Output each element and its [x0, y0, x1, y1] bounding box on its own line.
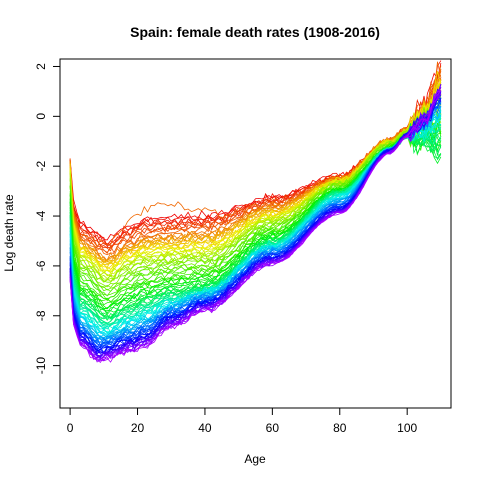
series-line-1910 [69, 69, 442, 248]
series-lines [69, 60, 442, 363]
x-axis: 0 20 40 60 80 100 [67, 407, 418, 435]
series-line-1947 [69, 113, 442, 296]
series-line-1940 [69, 96, 442, 283]
y-tick-label: -8 [34, 310, 48, 321]
x-axis-label: Age [244, 452, 266, 466]
series-line-2001 [69, 84, 442, 354]
y-tick-label: 0 [34, 113, 48, 120]
series-line-1913 [69, 71, 442, 249]
y-axis: 2 0 -2 -4 -6 -8 -10 [34, 63, 61, 375]
x-tick-label: 20 [131, 421, 145, 435]
series-line-1932 [69, 95, 442, 274]
series-line-1969 [69, 126, 442, 327]
x-tick-label: 60 [266, 421, 280, 435]
x-tick-label: 100 [397, 421, 417, 435]
y-tick-label: -6 [34, 260, 48, 271]
y-tick-label: -2 [34, 161, 48, 172]
x-tick-label: 80 [333, 421, 347, 435]
y-axis-label: Log death rate [2, 194, 16, 272]
x-tick-label: 0 [67, 421, 74, 435]
series-line-1953 [69, 130, 442, 310]
y-tick-label: -10 [34, 357, 48, 375]
series-line-2016 [69, 90, 442, 363]
y-tick-label: 2 [34, 63, 48, 70]
series-line-1942 [69, 108, 442, 288]
series-line-1931 [69, 81, 442, 271]
y-tick-label: -4 [34, 210, 48, 221]
x-tick-label: 40 [198, 421, 212, 435]
chart-title: Spain: female death rates (1908-2016) [130, 24, 380, 40]
